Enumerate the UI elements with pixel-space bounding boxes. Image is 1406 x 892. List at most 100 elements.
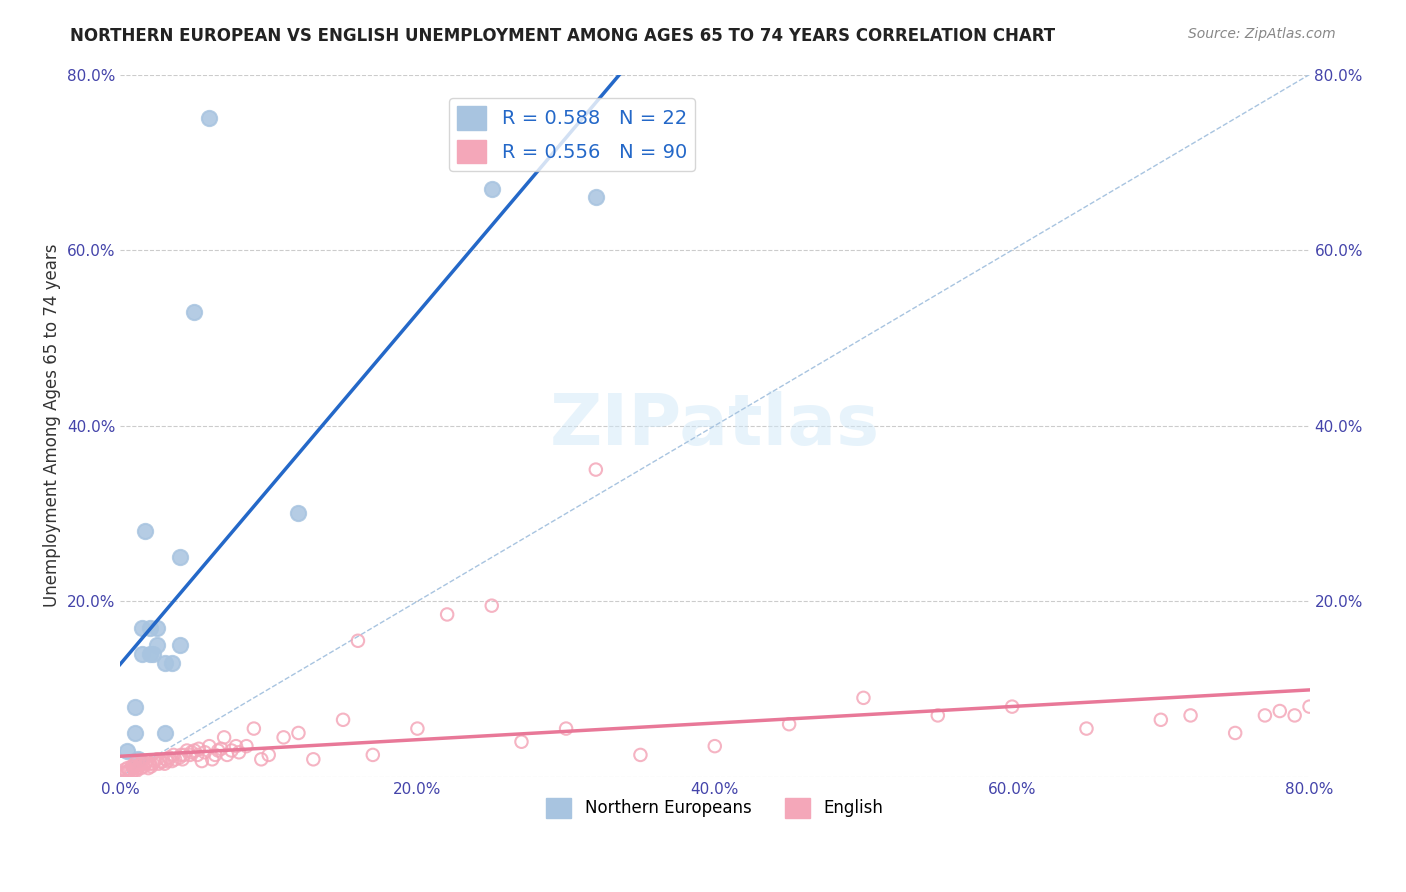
Point — [153, 656, 176, 670]
Point — [160, 754, 183, 768]
Point — [585, 190, 607, 204]
Point — [778, 717, 800, 731]
Point — [117, 761, 139, 775]
Point — [127, 761, 149, 775]
Point — [347, 633, 370, 648]
Point — [157, 750, 180, 764]
Point — [221, 743, 243, 757]
Point — [135, 754, 157, 768]
Point — [191, 754, 214, 768]
Point — [122, 761, 145, 775]
Point — [194, 745, 217, 759]
Point — [142, 647, 165, 661]
Point — [165, 752, 187, 766]
Point — [132, 759, 155, 773]
Point — [127, 752, 149, 766]
Point — [146, 752, 169, 766]
Point — [131, 756, 153, 771]
Point — [212, 731, 235, 745]
Point — [124, 763, 146, 777]
Point — [198, 112, 221, 126]
Point — [302, 752, 325, 766]
Point — [1298, 699, 1320, 714]
Point — [228, 745, 250, 759]
Point — [1268, 704, 1291, 718]
Point — [139, 621, 162, 635]
Point — [170, 747, 193, 762]
Point — [927, 708, 949, 723]
Point — [117, 743, 139, 757]
Point — [250, 752, 273, 766]
Point — [150, 755, 173, 769]
Point — [149, 754, 172, 768]
Point — [111, 765, 134, 780]
Point — [131, 754, 153, 768]
Point — [176, 743, 198, 757]
Point — [198, 739, 221, 753]
Point — [134, 524, 156, 538]
Point — [630, 747, 652, 762]
Point — [124, 759, 146, 773]
Point — [121, 759, 143, 773]
Point — [1150, 713, 1173, 727]
Point — [204, 747, 226, 762]
Point — [179, 747, 201, 762]
Point — [243, 722, 266, 736]
Point — [1076, 722, 1098, 736]
Point — [124, 756, 146, 771]
Legend: Northern Europeans, English: Northern Europeans, English — [540, 791, 890, 825]
Text: ZIPatlas: ZIPatlas — [550, 392, 880, 460]
Point — [131, 621, 153, 635]
Point — [155, 752, 177, 766]
Point — [555, 722, 578, 736]
Point — [361, 747, 384, 762]
Point — [257, 747, 280, 762]
Point — [162, 747, 184, 762]
Point — [180, 745, 202, 759]
Point — [169, 750, 191, 764]
Point — [120, 763, 142, 777]
Point — [207, 743, 229, 757]
Point — [169, 550, 191, 565]
Point — [510, 735, 533, 749]
Point — [121, 765, 143, 780]
Text: NORTHERN EUROPEAN VS ENGLISH UNEMPLOYMENT AMONG AGES 65 TO 74 YEARS CORRELATION : NORTHERN EUROPEAN VS ENGLISH UNEMPLOYMEN… — [70, 27, 1056, 45]
Point — [143, 754, 166, 768]
Point — [703, 739, 725, 753]
Point — [128, 758, 150, 772]
Point — [148, 756, 170, 771]
Point — [852, 690, 875, 705]
Point — [142, 756, 165, 771]
Point — [1001, 699, 1024, 714]
Point — [436, 607, 458, 622]
Point — [235, 739, 257, 753]
Point — [225, 739, 247, 753]
Point — [1225, 726, 1247, 740]
Point — [201, 752, 224, 766]
Point — [118, 764, 141, 778]
Point — [115, 765, 138, 780]
Point — [156, 754, 179, 768]
Point — [129, 761, 152, 775]
Point — [287, 726, 309, 740]
Point — [160, 656, 183, 670]
Point — [169, 638, 191, 652]
Point — [209, 741, 232, 756]
Point — [183, 743, 205, 757]
Point — [146, 621, 169, 635]
Point — [139, 647, 162, 661]
Point — [139, 756, 162, 771]
Text: Source: ZipAtlas.com: Source: ZipAtlas.com — [1188, 27, 1336, 41]
Point — [183, 304, 205, 318]
Point — [186, 747, 208, 762]
Point — [1284, 708, 1306, 723]
Point — [217, 747, 239, 762]
Point — [585, 462, 607, 476]
Point — [406, 722, 429, 736]
Point — [287, 507, 309, 521]
Point — [114, 763, 136, 777]
Point — [1180, 708, 1202, 723]
Point — [173, 747, 195, 762]
Point — [136, 761, 159, 775]
Point — [332, 713, 354, 727]
